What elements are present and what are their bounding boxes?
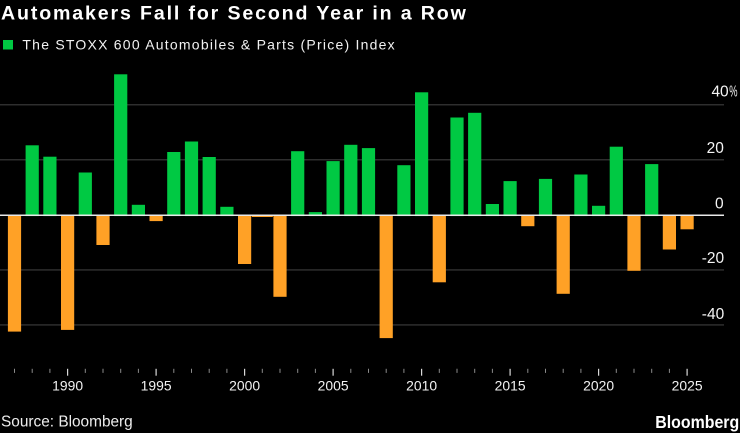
svg-text:The STOXX 600 Automobiles & Pa: The STOXX 600 Automobiles & Parts (Price…	[22, 36, 395, 52]
svg-text:Automakers Fall for Second Yea: Automakers Fall for Second Year in a Row	[1, 3, 468, 25]
svg-text:2005: 2005	[318, 378, 349, 394]
svg-text:1990: 1990	[52, 378, 83, 394]
svg-text:0: 0	[715, 196, 724, 213]
svg-text:2010: 2010	[406, 378, 437, 394]
svg-text:2015: 2015	[495, 378, 526, 394]
svg-text:%: %	[729, 82, 737, 100]
svg-text:-20: -20	[702, 250, 725, 267]
svg-text:2025: 2025	[672, 378, 703, 394]
svg-text:Bloomberg: Bloomberg	[655, 412, 739, 432]
svg-text:Source: Bloomberg: Source: Bloomberg	[1, 414, 133, 431]
svg-text:20: 20	[707, 140, 725, 157]
svg-text:-40: -40	[702, 306, 725, 323]
svg-text:2000: 2000	[229, 378, 260, 394]
svg-text:2020: 2020	[583, 378, 614, 394]
svg-text:40: 40	[711, 83, 729, 100]
svg-text:1995: 1995	[141, 378, 172, 394]
